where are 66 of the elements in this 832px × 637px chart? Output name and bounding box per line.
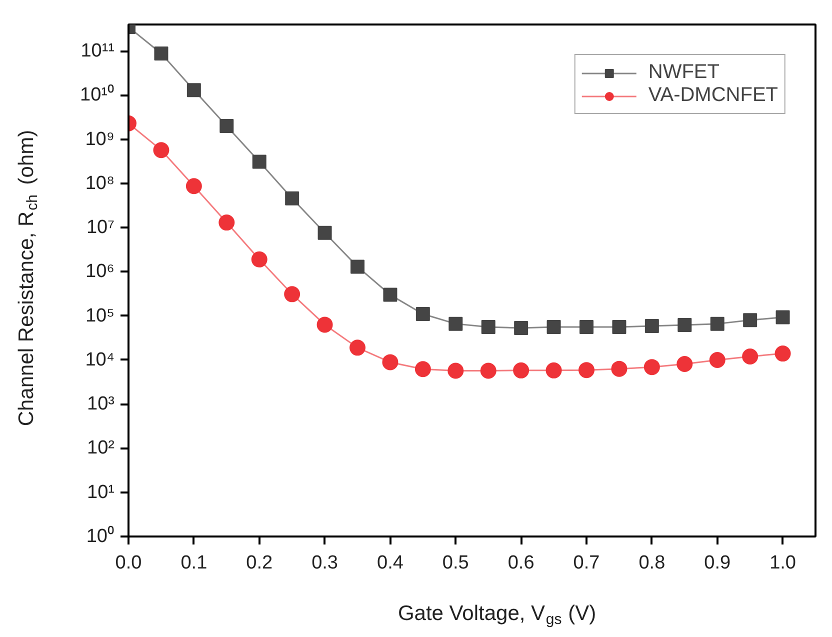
point <box>709 352 726 368</box>
x-tick-label: 0.4 <box>377 552 404 574</box>
point <box>414 361 431 378</box>
point <box>186 178 202 194</box>
x-tick-label: 0.9 <box>704 552 731 574</box>
x-tick-label: 0.8 <box>638 552 666 574</box>
legend-label: VA-DMCNFET <box>648 84 778 107</box>
point <box>678 318 692 332</box>
point <box>710 316 724 331</box>
point <box>774 346 791 362</box>
legend-label: NWFET <box>648 61 720 84</box>
point <box>383 288 398 302</box>
point <box>644 359 660 376</box>
x-tick-label: 0.3 <box>312 552 338 574</box>
point <box>251 251 268 268</box>
point <box>546 362 562 378</box>
point <box>611 360 628 377</box>
x-tick-label: 0.6 <box>508 552 534 574</box>
y-tick-label: 10² <box>87 438 115 459</box>
point <box>513 362 530 378</box>
point <box>284 286 300 302</box>
point <box>252 154 266 169</box>
x-tick-label: 0.2 <box>246 552 273 574</box>
point <box>154 46 168 61</box>
y-tick-label: 10⁵ <box>85 305 115 326</box>
y-tick-label: 10³ <box>87 394 115 415</box>
y-tick-label: 10¹¹ <box>80 40 115 62</box>
point <box>316 316 333 333</box>
point <box>480 362 496 379</box>
point <box>644 318 659 333</box>
point <box>318 226 332 240</box>
point <box>612 320 626 334</box>
point <box>186 83 201 98</box>
y-tick-label: 10¹ <box>87 482 115 503</box>
point <box>481 320 496 334</box>
x-tick-label: 0.0 <box>115 552 142 574</box>
y-tick-label: 10⁰ <box>86 525 115 547</box>
y-axis-title: Channel Resistance, Rch (ohm) <box>15 130 41 426</box>
point <box>416 307 430 322</box>
point <box>285 191 300 206</box>
point <box>448 362 464 379</box>
point <box>350 260 364 274</box>
point <box>153 142 170 158</box>
y-tick-label: 10⁹ <box>85 128 115 150</box>
x-tick-label: 0.7 <box>573 552 600 574</box>
y-tick-label: 10¹⁰ <box>80 84 115 106</box>
x-tick-label: 0.1 <box>180 552 208 574</box>
point <box>350 340 366 356</box>
point <box>220 119 234 134</box>
point <box>382 354 398 370</box>
y-tick-label: 10⁸ <box>85 172 115 194</box>
point <box>580 320 594 334</box>
y-tick-label: 10⁴ <box>85 349 115 370</box>
x-tick-label: 1.0 <box>770 552 796 574</box>
point <box>514 321 528 336</box>
y-tick-label: 10⁶ <box>86 261 115 282</box>
point <box>546 320 561 334</box>
point <box>578 362 594 378</box>
point <box>742 348 758 364</box>
point <box>743 313 758 328</box>
point <box>218 214 235 231</box>
x-tick-label: 0.5 <box>442 552 469 574</box>
point <box>676 356 693 372</box>
y-tick-label: 10⁷ <box>86 217 115 238</box>
point <box>448 316 463 331</box>
point <box>776 310 790 324</box>
